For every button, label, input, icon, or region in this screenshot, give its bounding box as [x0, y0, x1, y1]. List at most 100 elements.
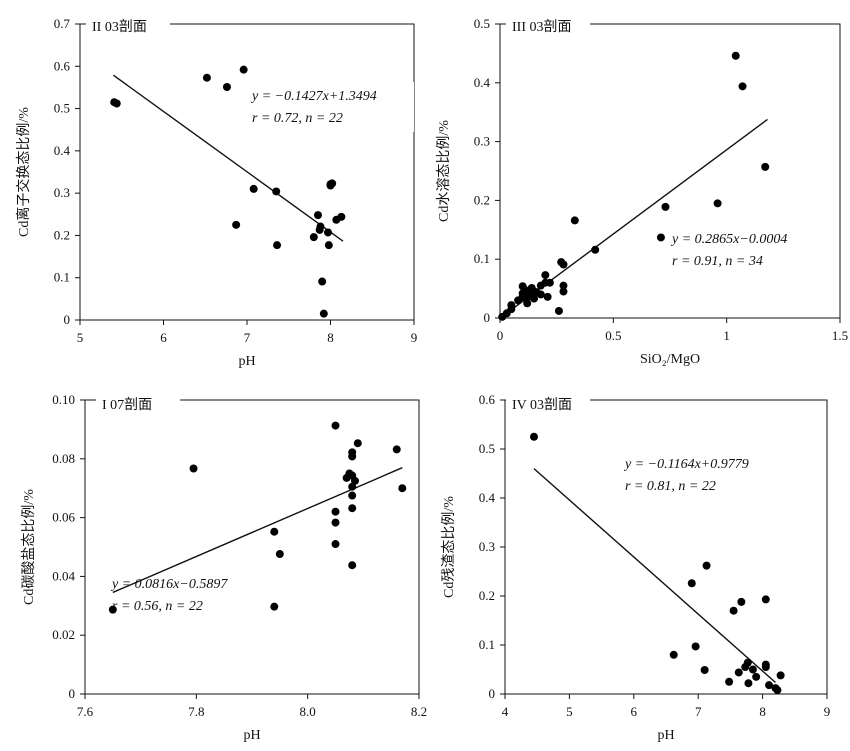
data-point [700, 665, 709, 674]
data-point [661, 202, 670, 211]
y-tick-label: 0.5 [479, 441, 495, 456]
y-axis-title: Cd碳酸盐态比例/% [21, 489, 37, 605]
x-tick-label: 0 [497, 328, 504, 343]
data-point [734, 668, 743, 677]
data-point [313, 211, 322, 220]
data-point [737, 597, 746, 606]
regression-equation: y = −0.1164x+0.9779 [623, 457, 749, 472]
x-axis-title: pH [243, 728, 260, 743]
data-point [776, 671, 785, 680]
x-tick-label: 9 [824, 704, 831, 719]
data-point [331, 518, 340, 527]
data-point [398, 484, 407, 493]
data-point [350, 476, 359, 485]
data-point [348, 491, 357, 500]
chart-panel-4: IV 03剖面 4 5 6 7 8 9 0 0.1 0.2 0.3 0.4 0.5 0.6 pH Cd残渣态比… [441, 391, 830, 743]
data-point [319, 309, 328, 318]
y-tick-label: 0.2 [54, 227, 70, 242]
y-tick-label: 0.2 [479, 588, 495, 603]
data-point [687, 579, 696, 588]
data-point [348, 504, 357, 513]
x-tick-label: 8 [759, 704, 766, 719]
y-axis-title: Cd离子交换态比例/% [15, 107, 32, 237]
data-point [725, 677, 734, 686]
regression-stats: r = 0.81, n = 22 [625, 479, 716, 494]
x-tick-label: 6 [160, 330, 167, 345]
data-point [523, 299, 532, 308]
y-tick-label: 0.04 [52, 568, 75, 583]
data-point [744, 679, 753, 688]
data-point [761, 595, 770, 604]
panel-label-box [506, 13, 590, 39]
y-tick-label: 0.3 [54, 185, 70, 200]
data-point [348, 448, 357, 457]
regression-annotation-box [246, 82, 414, 132]
y-tick-label: 0.4 [474, 75, 491, 90]
data-point [752, 672, 761, 681]
data-point [331, 507, 340, 516]
data-point [545, 278, 554, 287]
data-point [331, 421, 340, 430]
x-tick-label: 4 [502, 704, 509, 719]
data-point [554, 306, 563, 315]
x-tick-label: 5 [77, 330, 84, 345]
y-tick-label: 0.3 [479, 539, 495, 554]
y-tick-label: 0.06 [52, 510, 75, 525]
y-tick-label: 0.10 [52, 392, 75, 407]
chart-panel-1: II 03剖面 5 6 7 8 9 0 0.1 0.2 0.3 0.4 0.5 0.6 0.7 pH Cd离子… [15, 13, 417, 369]
y-tick-label: 0.5 [474, 16, 490, 31]
data-point [738, 82, 747, 91]
x-tick-label: 8 [327, 330, 334, 345]
data-point [318, 277, 327, 286]
regression-equation: y = −0.1427x+1.3494 [250, 89, 377, 104]
y-axis-title: Cd水溶态比例/% [436, 120, 452, 222]
data-point [529, 432, 538, 441]
regression-line [533, 468, 776, 684]
data-point [337, 212, 346, 221]
data-point [702, 561, 711, 570]
data-point [239, 65, 248, 74]
data-point [656, 233, 665, 242]
x-tick-label: 6 [631, 704, 638, 719]
data-point [530, 294, 538, 303]
x-axis-title: pH [657, 728, 674, 743]
data-point [559, 260, 568, 269]
y-tick-label: 0.1 [474, 251, 490, 266]
data-point [713, 199, 722, 208]
data-point [189, 464, 198, 473]
data-point [270, 527, 279, 536]
data-point [669, 650, 678, 659]
x-tick-label: 1 [723, 328, 730, 343]
x-tick-label: 8.0 [300, 704, 316, 719]
data-point [272, 187, 281, 196]
panel-label-box [96, 391, 180, 417]
data-point [773, 686, 782, 695]
y-tick-label: 0.1 [54, 270, 70, 285]
y-tick-label: 0 [484, 310, 491, 325]
x-tick-label: 7.8 [188, 704, 204, 719]
regression-equation: y = 0.0816x−0.5897 [110, 577, 228, 592]
y-tick-label: 0.5 [54, 101, 70, 116]
data-point [761, 660, 770, 669]
plot-frame [504, 399, 828, 695]
regression-line [112, 74, 344, 242]
panel-label-box [86, 13, 170, 39]
data-point [507, 301, 516, 310]
data-point [309, 233, 318, 242]
plot-frame [84, 399, 420, 695]
regression-stats: r = 0.72, n = 22 [252, 111, 343, 126]
data-point [273, 241, 282, 250]
data-point [559, 287, 568, 296]
y-tick-label: 0 [489, 686, 496, 701]
data-point [570, 216, 579, 225]
x-axis-title: pH [238, 354, 255, 369]
data-point [331, 540, 340, 549]
y-tick-label: 0.4 [479, 490, 496, 505]
data-point [270, 602, 279, 611]
panel-label: IV 03剖面 [512, 397, 572, 413]
regression-stats: r = 0.91, n = 34 [672, 254, 763, 269]
data-point [761, 162, 770, 171]
x-tick-label: 7 [695, 704, 702, 719]
data-point [748, 665, 757, 674]
data-point [543, 292, 552, 301]
